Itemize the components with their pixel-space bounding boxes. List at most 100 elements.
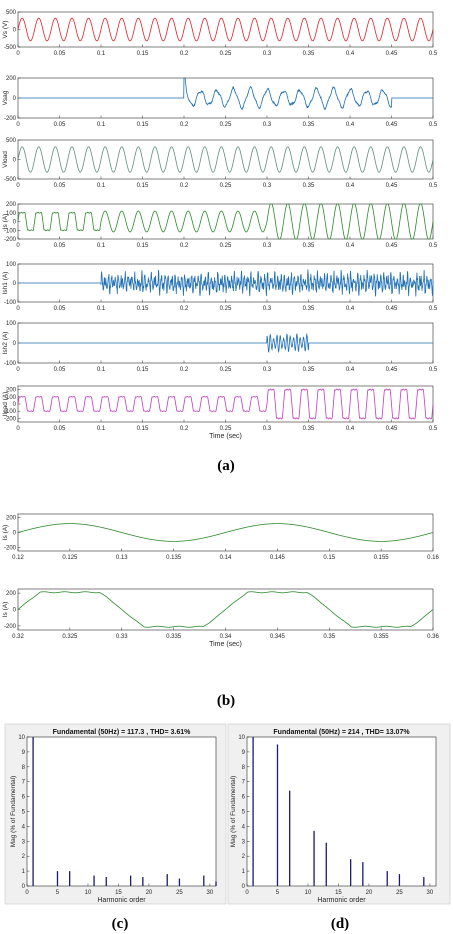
x-tick-label: 0.325 [62,634,78,640]
x-tick-label: 0.4 [346,51,355,57]
x-tick-label: 0.125 [62,555,78,561]
x-tick-label: 0.25 [220,122,232,128]
x-tick-label: 0.3 [263,367,272,373]
y-tick-label: 8 [22,765,26,771]
x-tick-label: 0.4 [346,243,355,249]
chart-a2: 0 0.05 0.1 0.15 0.2 0.25 0.3 0.35 0.4 0.45 0.5 -200… [2,76,438,128]
x-tick-label: 0.2 [180,243,189,249]
y-tick-label: 0 [22,884,26,890]
x-tick-label: 0.13 [116,555,128,561]
x-tick-label: 0 [16,306,20,312]
x-tick-label: 0.5 [429,367,438,373]
x-tick-label: 0.1 [97,51,106,57]
series-line [17,17,434,42]
x-tick-label: 0.45 [386,243,398,249]
x-tick-label: 0.355 [374,634,390,640]
y-tick-label: -100 [4,228,17,234]
x-tick-label: 0.05 [54,122,66,128]
x-tick-label: 0.2 [180,306,189,312]
x-tick-label: 0.15 [137,51,149,57]
y-tick-label: 200 [6,591,17,597]
y-axis-label: Mag (% of Fundamental) [10,776,17,848]
x-tick-label: 0.25 [220,183,232,189]
y-tick-label: -100 [4,300,17,306]
y-tick-label: -200 [4,624,17,630]
x-tick-label: 0.4 [346,426,355,432]
x-tick-label: 0.2 [180,122,189,128]
y-tick-label: 0 [242,884,246,890]
x-tick-label: 0.5 [429,183,438,189]
x-tick-label: 0.45 [386,183,398,189]
x-tick-label: 0.5 [429,243,438,249]
x-tick-label: 0.12 [12,555,24,561]
x-tick-label: 0 [16,243,20,249]
x-tick-label: 20 [146,890,153,896]
y-tick-label: 9 [22,750,26,756]
x-tick-label: 5 [56,890,60,896]
x-tick-label: 0.5 [429,426,438,432]
x-tick-label: 0.2 [180,51,189,57]
x-tick-label: 0.15 [137,426,149,432]
y-tick-label: 200 [6,516,17,522]
x-tick-label: 0.1 [97,243,106,249]
x-axis-label: Harmonic order [97,897,146,904]
chart-b2: 0.32 0.325 0.33 0.335 0.34 0.345 0.35 0.355 0.36… [2,588,439,648]
x-tick-label: 30 [207,890,214,896]
x-tick-label: 0.1 [97,183,106,189]
x-tick-label: 0.2 [180,183,189,189]
x-tick-label: 15 [115,890,122,896]
chart-d: 0 5 10 15 20 25 30 0 1 2 3 4 5 6 7 8 9 10 Mag (% of Fundam… [227,723,451,905]
x-tick-label: 0.15 [137,243,149,249]
x-axis-label: Harmonic order [317,897,366,904]
y-tick-label: 1 [242,869,246,875]
plot-area [246,736,437,887]
y-tick-label: 7 [22,780,26,786]
y-tick-label: 0 [13,96,17,102]
x-tick-label: 0.1 [97,306,106,312]
chart-a4: 0 0.05 0.1 0.15 0.2 0.25 0.3 0.35 0.4 0.45 0.5 -200… [2,202,438,249]
chart-a7: 0 0.05 0.1 0.15 0.2 0.25 0.3 0.35 0.4 0.45 0.5 -200… [2,385,438,440]
y-tick-label: 0 [13,531,17,537]
caption-b: (b) [217,693,235,709]
y-tick-label: -100 [4,409,17,415]
x-tick-label: 0.35 [303,122,315,128]
y-tick-label: -100 [4,361,17,367]
caption-c: (c) [112,916,129,932]
x-tick-label: 25 [176,890,183,896]
y-tick-label: 7 [242,780,246,786]
x-tick-label: 0.25 [220,51,232,57]
y-tick-label: -200 [4,116,17,122]
y-tick-label: 0 [13,220,17,226]
y-tick-label: 9 [242,750,246,756]
y-tick-label: 3 [22,839,26,845]
x-tick-label: 0.32 [12,634,24,640]
y-axis-label: Vload [2,151,9,168]
x-tick-label: 0.2 [180,367,189,373]
x-tick-label: 10 [305,890,312,896]
x-tick-label: 0.05 [54,426,66,432]
x-tick-label: 15 [335,890,342,896]
x-tick-label: 0.15 [137,306,149,312]
chart-a3: 0 0.05 0.1 0.15 0.2 0.25 0.3 0.35 0.4 0.45 0.5 -500… [2,138,438,189]
x-tick-label: 0.45 [386,122,398,128]
series-line [17,388,434,420]
y-tick-label: -200 [4,237,17,243]
x-tick-label: 0.05 [54,183,66,189]
x-tick-label: 0.15 [137,367,149,373]
x-tick-label: 0.45 [386,426,398,432]
series-line [18,269,434,297]
x-tick-label: 0.33 [116,634,128,640]
x-tick-label: 0.3 [263,51,272,57]
x-axis-label: Time (sec) [209,433,242,440]
y-tick-label: 0 [13,158,17,164]
x-tick-label: 0 [25,890,29,896]
y-axis-label: Ish1 (A) [2,272,9,295]
x-tick-label: 0.4 [346,183,355,189]
x-tick-label: 0.25 [220,367,232,373]
series-line [18,77,433,111]
y-axis-label: Is (A) [2,525,9,541]
chart-title: Fundamental (50Hz) = 214 , THD= 13.07% [273,729,410,736]
y-tick-label: 500 [6,10,17,16]
x-tick-label: 0 [16,183,20,189]
